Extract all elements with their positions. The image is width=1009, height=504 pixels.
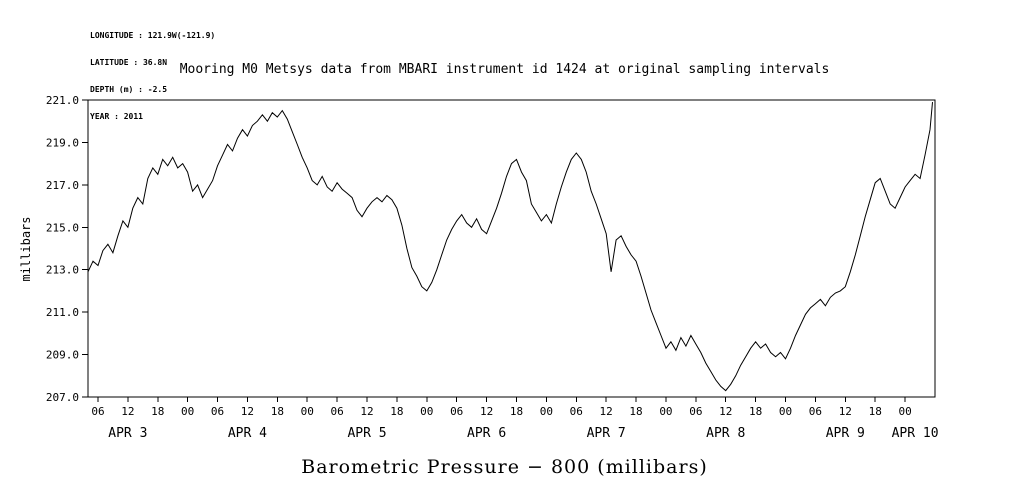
y-tick-label: 213.0 <box>46 264 79 277</box>
x-tick-label: 06 <box>450 405 463 418</box>
meta-longitude: LONGITUDE : 121.9W(-121.9) <box>90 31 216 40</box>
chart-title: Mooring M0 Metsys data from MBARI instru… <box>179 62 830 77</box>
y-tick-label: 207.0 <box>46 391 79 404</box>
y-tick-label: 219.0 <box>46 136 79 149</box>
plot-frame <box>87 99 936 398</box>
x-day-label: APR 3 <box>108 426 147 441</box>
x-tick-label: 12 <box>839 405 852 418</box>
x-tick-label: 06 <box>689 405 702 418</box>
meta-year: YEAR : 2011 <box>90 112 143 121</box>
x-day-label: APR 7 <box>587 426 626 441</box>
y-tick-label: 221.0 <box>46 94 79 107</box>
x-tick-label: 12 <box>121 405 134 418</box>
y-tick-label: 217.0 <box>46 179 79 192</box>
x-tick-label: 18 <box>749 405 762 418</box>
x-day-label: APR 10 <box>892 426 939 441</box>
x-day-label: APR 4 <box>228 426 267 441</box>
x-tick-label: 12 <box>719 405 732 418</box>
x-tick-label: 00 <box>420 405 433 418</box>
x-tick-label: 00 <box>659 405 672 418</box>
x-tick-label: 12 <box>480 405 493 418</box>
x-tick-label: 06 <box>330 405 343 418</box>
x-tick-label: 00 <box>779 405 792 418</box>
x-tick-label: 00 <box>301 405 314 418</box>
x-tick-label: 00 <box>898 405 911 418</box>
x-tick-label: 00 <box>181 405 194 418</box>
x-tick-label: 00 <box>540 405 553 418</box>
x-tick-label: 18 <box>629 405 642 418</box>
x-tick-label: 18 <box>151 405 164 418</box>
meta-depth: DEPTH (m) : -2.5 <box>90 85 168 94</box>
x-tick-label: 12 <box>600 405 613 418</box>
pressure-line <box>87 102 933 392</box>
x-tick-label: 12 <box>241 405 254 418</box>
x-day-label: APR 6 <box>467 426 506 441</box>
y-tick-label: 209.0 <box>46 349 79 362</box>
x-tick-label: 06 <box>570 405 583 418</box>
x-tick-label: 18 <box>869 405 882 418</box>
x-tick-label: 18 <box>390 405 403 418</box>
x-tick-label: 18 <box>271 405 284 418</box>
y-tick-label: 211.0 <box>46 306 79 319</box>
y-tick-label: 215.0 <box>46 221 79 234</box>
x-axis-title: Barometric Pressure − 800 (millibars) <box>301 456 708 478</box>
x-tick-label: 06 <box>91 405 104 418</box>
x-day-label: APR 8 <box>706 426 745 441</box>
x-tick-label: 18 <box>510 405 523 418</box>
x-day-label: APR 5 <box>347 426 386 441</box>
x-tick-label: 06 <box>809 405 822 418</box>
x-tick-label: 06 <box>211 405 224 418</box>
x-tick-label: 12 <box>360 405 373 418</box>
metadata-block: LONGITUDE : 121.9W(-121.9) LATITUDE : 36… <box>90 13 215 139</box>
x-day-label: APR 9 <box>826 426 865 441</box>
meta-latitude: LATITUDE : 36.8N <box>90 58 168 67</box>
